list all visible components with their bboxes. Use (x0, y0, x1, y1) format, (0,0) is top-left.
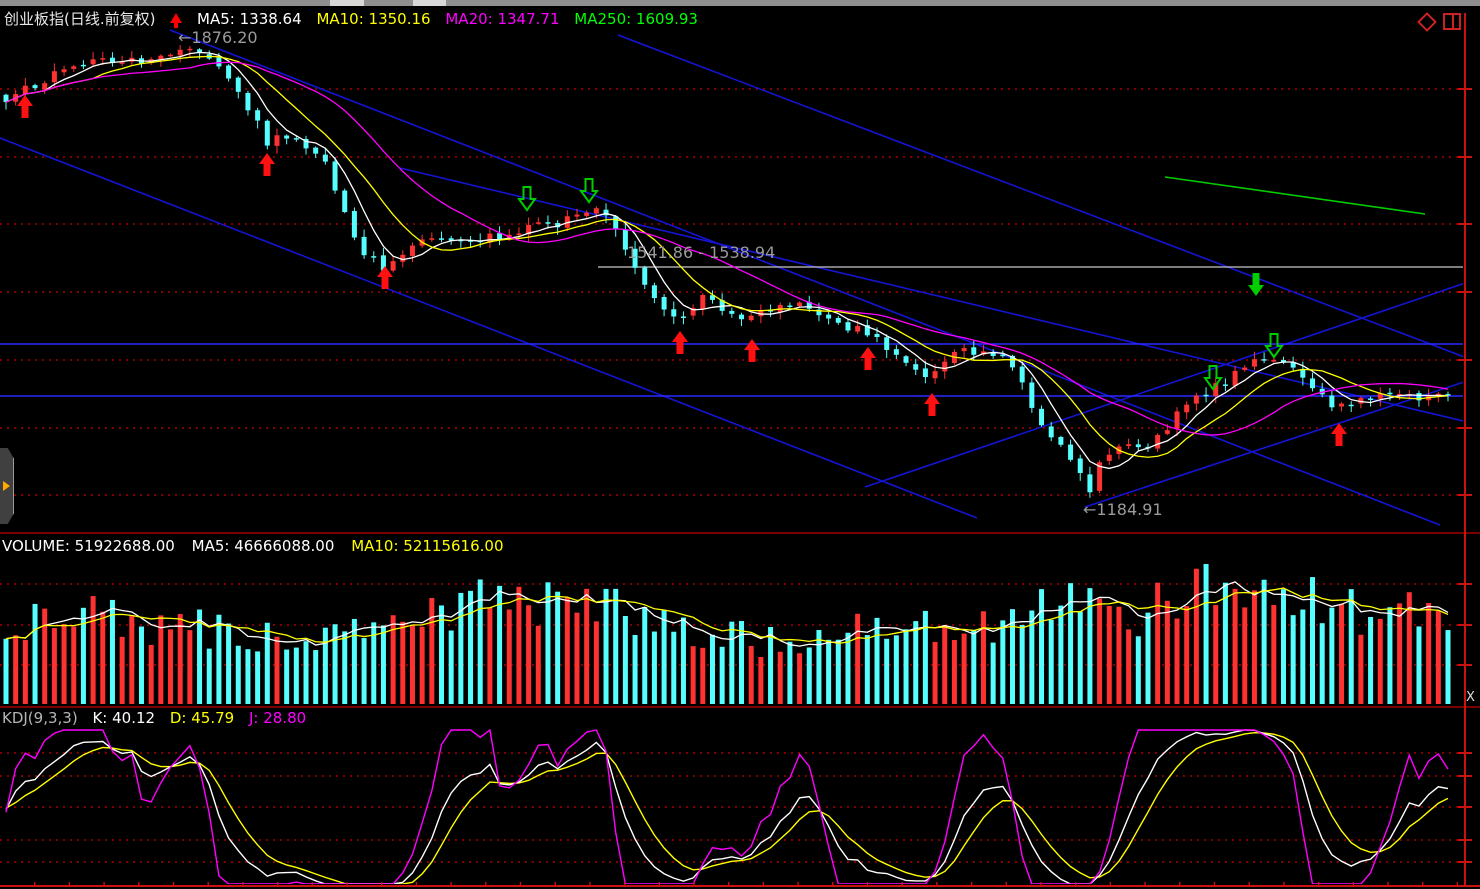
split-pane-icon[interactable] (1443, 13, 1461, 30)
price-low-label: ←1184.91 (1083, 500, 1163, 519)
sidebar-expand-handle[interactable] (0, 448, 14, 524)
price-range-label: 1541.86 - 1538.94 (627, 243, 775, 262)
kdj-name: KDJ(9,3,3) (2, 709, 78, 727)
ma250-value: MA250: 1609.93 (574, 10, 698, 28)
main-chart-header: 创业板指(日线.前复权) MA5: 1338.64 MA10: 1350.16 … (4, 8, 708, 29)
instrument-title: 创业板指(日线.前复权) (4, 10, 156, 28)
diamond-icon[interactable] (1417, 11, 1437, 32)
up-arrow-icon (170, 13, 183, 28)
toolbar-segment (413, 0, 446, 6)
price-high-label: ←1876.20 (178, 28, 258, 47)
volume-ma10-value: MA10: 52115616.00 (351, 537, 504, 555)
expand-arrow-icon (3, 481, 10, 491)
kdj-d-value: D: 45.79 (169, 709, 235, 727)
ma10-value: MA10: 1350.16 (316, 10, 431, 28)
pane-window-controls (1417, 11, 1461, 32)
toolbar-segment (330, 0, 364, 6)
kdj-k-value: K: 40.12 (92, 709, 156, 727)
volume-ma5-value: MA5: 46666088.00 (191, 537, 335, 555)
volume-value: VOLUME: 51922688.00 (2, 537, 175, 555)
kdj-header: KDJ(9,3,3) K: 40.12 D: 45.79 J: 28.80 (2, 709, 316, 727)
close-volume-pane-icon[interactable]: X (1466, 690, 1475, 705)
kdj-j-value: J: 28.80 (248, 709, 307, 727)
volume-header: VOLUME: 51922688.00 MA5: 46666088.00 MA1… (2, 537, 516, 555)
ma5-value: MA5: 1338.64 (197, 10, 302, 28)
ma20-value: MA20: 1347.71 (445, 10, 560, 28)
top-toolbar-strip (0, 0, 1480, 6)
